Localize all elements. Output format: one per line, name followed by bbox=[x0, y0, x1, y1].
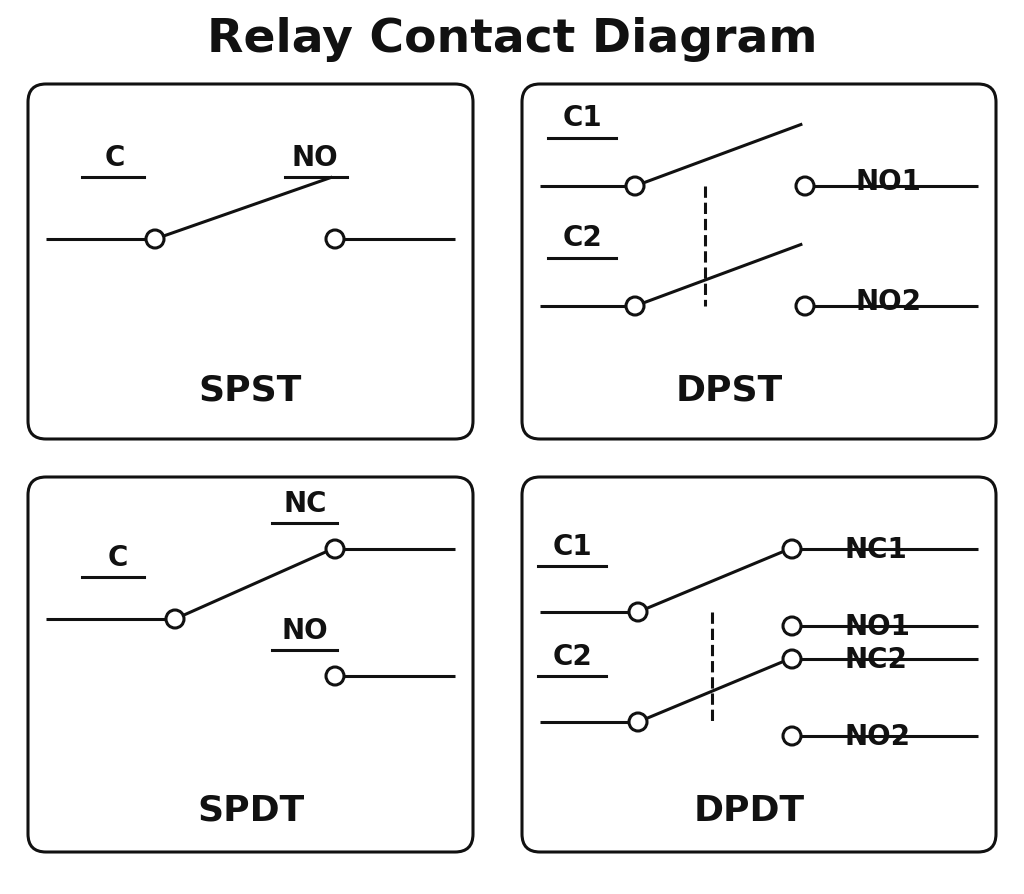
Circle shape bbox=[626, 178, 644, 196]
Circle shape bbox=[629, 603, 647, 621]
Text: NC2: NC2 bbox=[845, 645, 908, 673]
Circle shape bbox=[166, 611, 184, 628]
Circle shape bbox=[326, 667, 344, 685]
Circle shape bbox=[783, 727, 801, 746]
Text: DPST: DPST bbox=[676, 374, 782, 408]
Circle shape bbox=[783, 650, 801, 668]
Circle shape bbox=[629, 713, 647, 731]
FancyBboxPatch shape bbox=[522, 85, 996, 440]
FancyBboxPatch shape bbox=[28, 85, 473, 440]
Text: NO: NO bbox=[292, 144, 338, 172]
Text: C: C bbox=[104, 144, 125, 172]
Text: NO2: NO2 bbox=[855, 288, 921, 316]
Text: NO1: NO1 bbox=[845, 612, 911, 640]
Text: C: C bbox=[108, 544, 128, 571]
Circle shape bbox=[326, 540, 344, 559]
Circle shape bbox=[796, 298, 814, 316]
Circle shape bbox=[796, 178, 814, 196]
Text: C1: C1 bbox=[552, 533, 592, 561]
FancyBboxPatch shape bbox=[522, 477, 996, 852]
Circle shape bbox=[146, 231, 164, 249]
Text: C2: C2 bbox=[552, 642, 592, 670]
Text: Relay Contact Diagram: Relay Contact Diagram bbox=[207, 17, 817, 62]
FancyBboxPatch shape bbox=[28, 477, 473, 852]
Text: DPDT: DPDT bbox=[693, 793, 805, 827]
Text: NC1: NC1 bbox=[845, 536, 907, 563]
Text: NC: NC bbox=[284, 489, 327, 518]
Text: NO: NO bbox=[282, 616, 329, 645]
Text: C1: C1 bbox=[562, 104, 602, 131]
Circle shape bbox=[626, 298, 644, 316]
Circle shape bbox=[326, 231, 344, 249]
Text: SPDT: SPDT bbox=[197, 793, 304, 827]
Text: SPST: SPST bbox=[199, 374, 302, 408]
Text: NO1: NO1 bbox=[855, 168, 921, 196]
Circle shape bbox=[783, 540, 801, 559]
Text: NO2: NO2 bbox=[845, 722, 911, 750]
Text: C2: C2 bbox=[562, 224, 602, 252]
Circle shape bbox=[783, 618, 801, 636]
